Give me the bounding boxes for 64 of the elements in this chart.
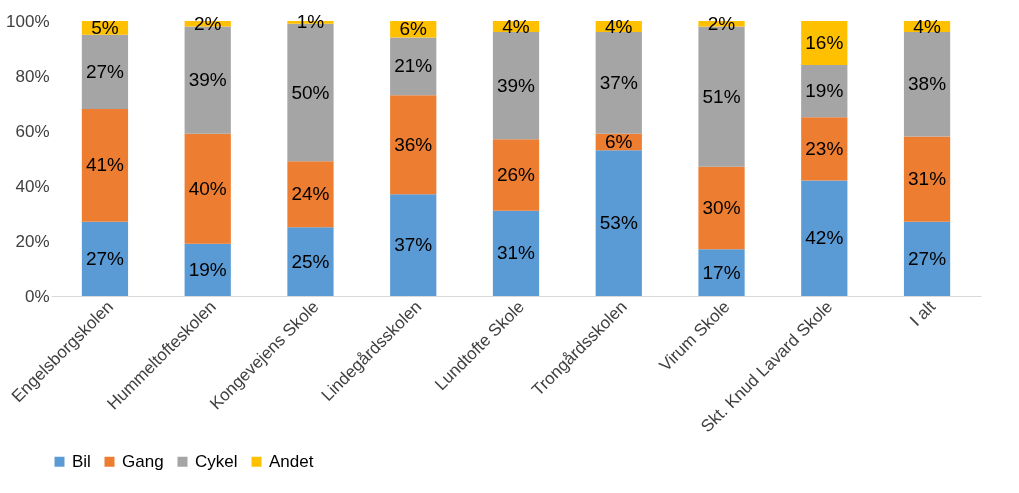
y-tick-label: 40% xyxy=(15,176,50,196)
data-label: 30% xyxy=(702,197,741,218)
data-label: 17% xyxy=(702,261,741,283)
y-tick-label: 60% xyxy=(15,121,50,141)
data-label: 40% xyxy=(188,177,227,199)
data-label: 39% xyxy=(496,74,536,96)
bar xyxy=(698,166,745,250)
data-label: 31% xyxy=(908,168,947,190)
bar xyxy=(903,136,951,222)
legend-label: Andet xyxy=(269,451,314,471)
y-tick-label: 80% xyxy=(15,66,50,86)
bar xyxy=(801,117,848,181)
legend-label: Cykel xyxy=(195,451,238,471)
legend-label: Gang xyxy=(122,451,164,471)
y-tick-label: 100% xyxy=(6,11,50,31)
data-label: 37% xyxy=(599,71,638,93)
bar xyxy=(698,249,745,296)
bar xyxy=(81,34,129,109)
data-label: 19% xyxy=(805,80,844,102)
data-label: 50% xyxy=(291,81,330,103)
bar xyxy=(287,227,334,296)
bar xyxy=(81,221,129,296)
bar xyxy=(81,109,129,222)
data-label: 6% xyxy=(399,18,428,40)
data-label: 5% xyxy=(91,16,119,38)
bar xyxy=(390,95,437,195)
legend-label: Bil xyxy=(72,451,91,471)
x-tick-label: I alt xyxy=(906,296,940,330)
data-label: 31% xyxy=(496,242,536,264)
data-label: 51% xyxy=(702,85,741,107)
bar xyxy=(492,32,540,140)
data-label: 36% xyxy=(394,133,433,155)
data-label: 23% xyxy=(805,137,844,159)
data-label: 21% xyxy=(394,55,433,77)
bar xyxy=(492,139,540,211)
bar xyxy=(390,194,437,296)
data-label: 37% xyxy=(394,234,433,256)
data-label: 26% xyxy=(496,164,536,185)
data-label: 24% xyxy=(291,183,330,205)
data-label: 4% xyxy=(913,15,941,37)
data-label: 6% xyxy=(605,131,633,152)
data-label: 27% xyxy=(908,247,947,269)
bar xyxy=(595,32,642,134)
data-label: 27% xyxy=(85,247,125,269)
data-label: 27% xyxy=(85,60,125,82)
data-label: 42% xyxy=(805,227,844,249)
data-label: 39% xyxy=(188,69,227,91)
data-label: 4% xyxy=(502,15,530,37)
bar xyxy=(595,150,642,296)
bar xyxy=(184,133,231,244)
data-label: 41% xyxy=(85,154,125,176)
bar xyxy=(903,32,951,137)
data-label: 25% xyxy=(291,250,330,272)
bar xyxy=(801,180,848,296)
data-label: 53% xyxy=(599,212,638,234)
y-tick-label: 20% xyxy=(15,231,50,251)
bar xyxy=(287,161,334,228)
bar xyxy=(492,210,540,296)
y-tick-label: 0% xyxy=(24,286,50,306)
data-label: 38% xyxy=(908,73,947,95)
bar xyxy=(903,221,951,296)
data-label: 19% xyxy=(188,258,227,280)
data-label: 16% xyxy=(805,32,844,53)
data-label: 4% xyxy=(605,15,633,37)
